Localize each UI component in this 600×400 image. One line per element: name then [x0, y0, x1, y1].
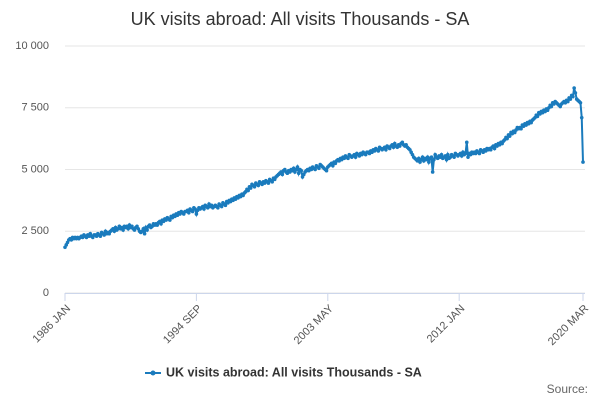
- point: [296, 171, 301, 176]
- point: [492, 146, 497, 151]
- point: [581, 160, 585, 164]
- point: [246, 188, 250, 193]
- point: [317, 166, 321, 171]
- point: [190, 209, 195, 214]
- point: [466, 155, 470, 159]
- point: [519, 126, 523, 131]
- point: [427, 160, 431, 164]
- y-tick-label: 10 000: [15, 40, 49, 52]
- point: [568, 97, 573, 101]
- point: [142, 231, 147, 236]
- point: [452, 155, 456, 159]
- point: [98, 234, 103, 238]
- x-tick-label: 1986 JAN: [31, 303, 74, 346]
- point: [248, 186, 253, 190]
- point: [266, 181, 271, 185]
- point: [464, 140, 469, 145]
- source: Source:: [547, 382, 588, 396]
- point: [187, 210, 191, 215]
- point: [430, 170, 435, 174]
- point: [299, 168, 304, 173]
- point: [353, 155, 358, 159]
- y-tick-label: 0: [43, 287, 49, 299]
- x-tick-label: 2012 JAN: [425, 303, 468, 346]
- point: [280, 172, 285, 177]
- point: [507, 134, 512, 138]
- point: [566, 99, 570, 104]
- point: [252, 184, 257, 189]
- y-tick-label: 7 500: [21, 102, 49, 114]
- point: [573, 91, 578, 95]
- point: [429, 155, 434, 159]
- point: [324, 168, 329, 173]
- point: [159, 222, 163, 226]
- point: [432, 157, 436, 162]
- point: [121, 228, 125, 232]
- point: [463, 151, 468, 156]
- point: [194, 212, 199, 216]
- point: [145, 228, 149, 232]
- point: [331, 163, 335, 168]
- legend-label: UK visits abroad: All visits Thousands -…: [166, 365, 422, 379]
- point: [223, 203, 228, 208]
- x-tick-label: 1994 SEP: [161, 303, 205, 347]
- point: [219, 204, 224, 209]
- point: [313, 167, 317, 172]
- y-tick-label: 5 000: [21, 163, 49, 175]
- point: [572, 86, 576, 90]
- point: [168, 218, 172, 222]
- point: [270, 180, 275, 184]
- point: [477, 151, 482, 156]
- chart-title: UK visits abroad: All visits Thousands -…: [131, 9, 470, 29]
- point: [505, 136, 509, 141]
- point: [384, 147, 388, 152]
- point: [346, 156, 350, 161]
- point: [535, 114, 540, 119]
- point: [295, 165, 300, 169]
- y-tick-label: 2 500: [21, 225, 49, 237]
- point: [446, 152, 450, 157]
- point: [202, 207, 206, 211]
- point: [376, 149, 381, 153]
- x-tick-label: 2020 MAR: [546, 303, 591, 348]
- point: [571, 94, 575, 99]
- point: [549, 104, 554, 109]
- point: [439, 152, 444, 157]
- point: [216, 205, 220, 210]
- point: [578, 101, 583, 105]
- point: [579, 115, 584, 120]
- x-tick-label: 2003 MAY: [292, 302, 337, 347]
- legend-marker: [150, 370, 156, 376]
- point: [256, 183, 261, 188]
